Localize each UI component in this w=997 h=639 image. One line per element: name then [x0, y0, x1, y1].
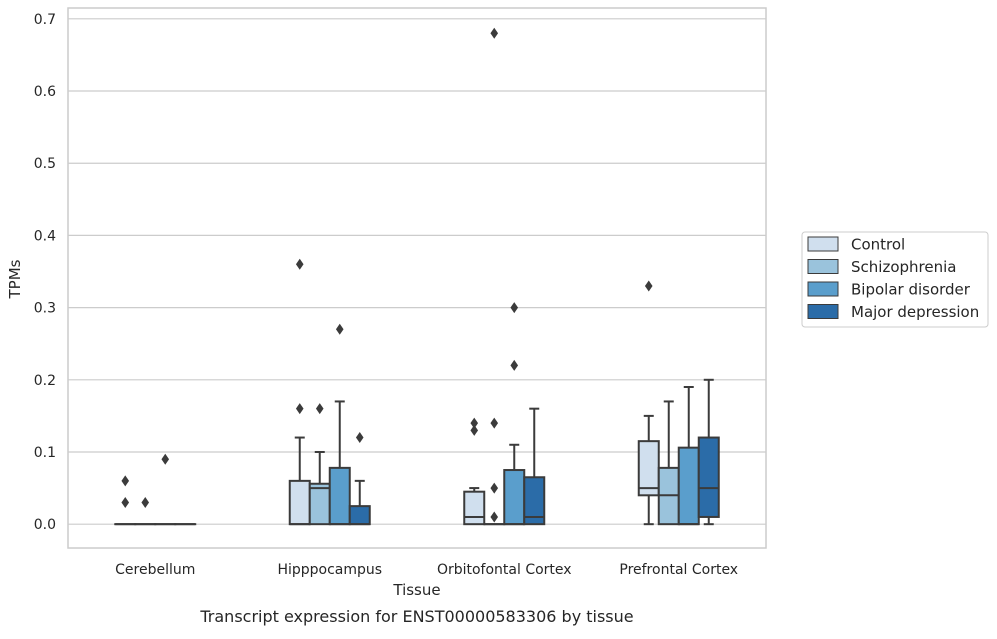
box	[699, 438, 719, 517]
box-control	[115, 475, 135, 524]
legend-label: Control	[851, 236, 905, 254]
outlier-point	[490, 483, 498, 494]
y-tick-label: 0.5	[34, 156, 56, 172]
y-tick-label: 0.3	[34, 301, 56, 317]
outlier-point	[296, 259, 304, 270]
box-control	[639, 280, 659, 524]
outlier-point	[121, 497, 129, 508]
legend-label: Schizophrenia	[851, 258, 956, 276]
outlier-point	[121, 475, 129, 486]
box	[350, 506, 370, 524]
outlier-point	[470, 418, 478, 429]
y-tick-label: 0.6	[34, 84, 56, 100]
box-bipolar-disorder	[330, 324, 350, 524]
box-control	[290, 259, 310, 524]
box-bipolar-disorder	[504, 302, 524, 524]
chart-caption: Transcript expression for ENST0000058330…	[199, 607, 633, 626]
legend-label: Bipolar disorder	[851, 281, 971, 299]
box-schizophrenia	[484, 28, 504, 524]
outlier-point	[510, 360, 518, 371]
box	[330, 468, 350, 524]
outlier-point	[336, 324, 344, 335]
x-tick-label: Cerebellum	[115, 562, 195, 578]
outlier-point	[141, 497, 149, 508]
box-schizophrenia	[659, 401, 679, 524]
outlier-point	[510, 302, 518, 313]
outlier-point	[356, 432, 364, 443]
outlier-point	[645, 280, 653, 291]
y-tick-label: 0.2	[34, 373, 56, 389]
y-axis-label: TPMs	[6, 259, 24, 299]
legend: Control Schizophrenia Bipolar disorder Majo…	[802, 232, 988, 327]
box-control	[464, 418, 484, 525]
outlier-point	[490, 28, 498, 39]
y-tick-label: 0.7	[34, 12, 56, 28]
outlier-point	[296, 403, 304, 414]
y-tick-label: 0.0	[34, 517, 56, 533]
y-tick-label: 0.4	[34, 228, 56, 244]
box	[290, 481, 310, 524]
legend-swatch	[808, 305, 838, 319]
x-tick-label: Orbitofontal Cortex	[437, 562, 572, 578]
box-major-depression	[699, 380, 719, 524]
box-schizophrenia	[310, 403, 330, 524]
outlier-point	[316, 403, 324, 414]
outlier-point	[490, 418, 498, 429]
x-tick-label: Hipppocampus	[277, 562, 382, 578]
outlier-point	[161, 454, 169, 465]
box	[679, 448, 699, 525]
box-schizophrenia	[135, 497, 155, 524]
x-axis-label: Tissue	[392, 581, 440, 599]
box-plot-series	[115, 28, 719, 524]
y-axis-ticks: 0.0 0.1 0.2 0.3 0.4 0.5 0.6 0.7	[34, 12, 56, 533]
grid-lines	[68, 19, 766, 524]
box-bipolar-disorder	[679, 387, 699, 524]
x-tick-label: Prefrontal Cortex	[619, 562, 738, 578]
box-major-depression	[350, 432, 370, 524]
y-tick-label: 0.1	[34, 445, 56, 461]
box	[464, 492, 484, 524]
legend-swatch	[808, 282, 838, 296]
box-major-depression	[524, 409, 544, 525]
x-axis-ticks: Cerebellum Hipppocampus Orbitofontal Corte…	[115, 562, 738, 578]
legend-swatch	[808, 260, 838, 274]
box	[310, 484, 330, 524]
legend-swatch	[808, 237, 838, 251]
box-bipolar-disorder	[155, 454, 175, 524]
box	[504, 470, 524, 524]
outlier-point	[490, 511, 498, 522]
legend-label: Major depression	[851, 303, 979, 321]
